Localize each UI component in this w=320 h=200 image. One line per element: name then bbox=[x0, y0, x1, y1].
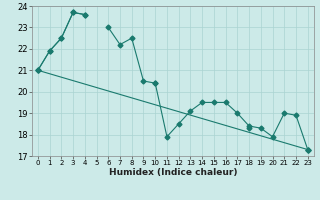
X-axis label: Humidex (Indice chaleur): Humidex (Indice chaleur) bbox=[108, 168, 237, 177]
